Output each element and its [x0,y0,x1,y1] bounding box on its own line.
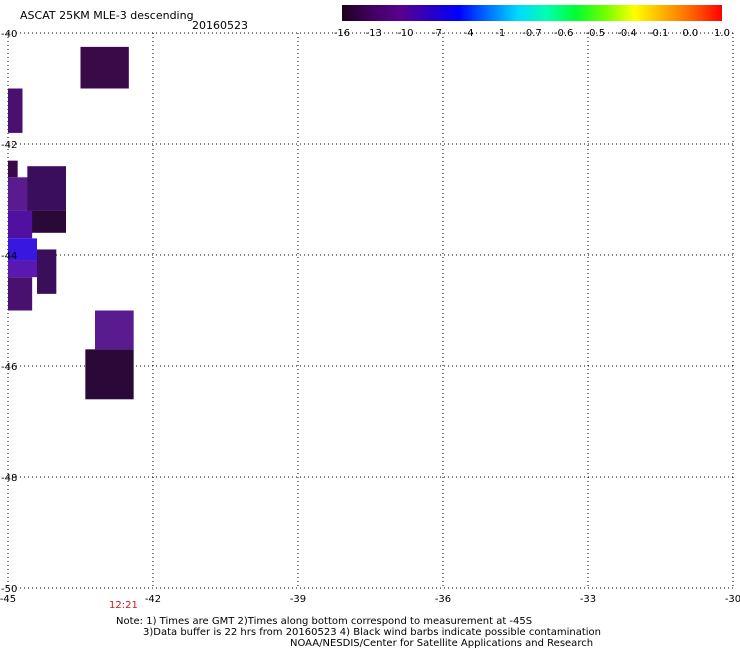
y-axis-ticks: -40 -42 -44 -46 -48 -50 [1,29,17,595]
data-cell [8,88,23,133]
colorbar-label: -16 [334,28,350,39]
colorbar-labels: -16 -13 -10 -7 -4 -1 -0.7 -0.6 -0.5 -0.4 -0.1 0.0 1.… [334,28,730,39]
y-tick-label: -50 [1,584,17,595]
data-cell [95,310,134,350]
footnote-credit: NOAA/NESDIS/Center for Satellite Applica… [290,638,594,649]
data-cell [8,238,37,261]
colorbar-label: -0.4 [617,28,637,39]
x-tick-label: -39 [290,594,306,605]
colorbar-label: 1.0 [714,28,730,39]
y-tick-label: -48 [1,473,17,484]
x-tick-label: -33 [580,594,596,605]
data-cell [8,277,33,311]
colorbar-label: 0.0 [682,28,698,39]
x-axis-ticks: -45 -42 -39 -36 -33 -30 [0,594,740,605]
y-tick-label: -44 [1,251,17,262]
colorbar-label: -0.6 [554,28,574,39]
colorbar-label: -13 [365,28,381,39]
data-cells [8,46,134,400]
x-tick-label: -30 [725,594,740,605]
colorbar: -16 -13 -10 -7 -4 -1 -0.7 -0.6 -0.5 -0.4 -0.1 0.0 1.… [334,5,730,39]
header-title: ASCAT 25KM MLE-3 descending [20,9,194,22]
x-tick-label: -36 [435,594,451,605]
y-tick-label: -42 [1,140,17,151]
data-cell [27,210,66,233]
y-tick-label: -40 [1,29,17,40]
data-cell [8,210,33,239]
x-tick-label: -45 [0,594,16,605]
colorbar-label: -0.5 [586,28,606,39]
header-date: 20160523 [192,19,248,32]
data-cell [85,349,134,400]
colorbar-gradient [342,5,722,21]
x-tick-label: -42 [145,594,161,605]
colorbar-label: -10 [397,28,413,39]
data-cell [37,249,57,294]
footnote-line-2: 3)Data buffer is 22 hrs from 20160523 4)… [143,627,601,638]
footnote-line-1: Note: 1) Times are GMT 2)Times along bot… [116,616,533,627]
colorbar-label: -0.1 [649,28,669,39]
time-label: 12:21 [109,600,138,611]
data-cell [8,160,18,178]
data-cell [80,46,129,89]
data-cell [8,260,37,278]
data-cell [27,166,66,211]
plot-grid [7,32,734,589]
y-tick-label: -46 [1,362,17,373]
